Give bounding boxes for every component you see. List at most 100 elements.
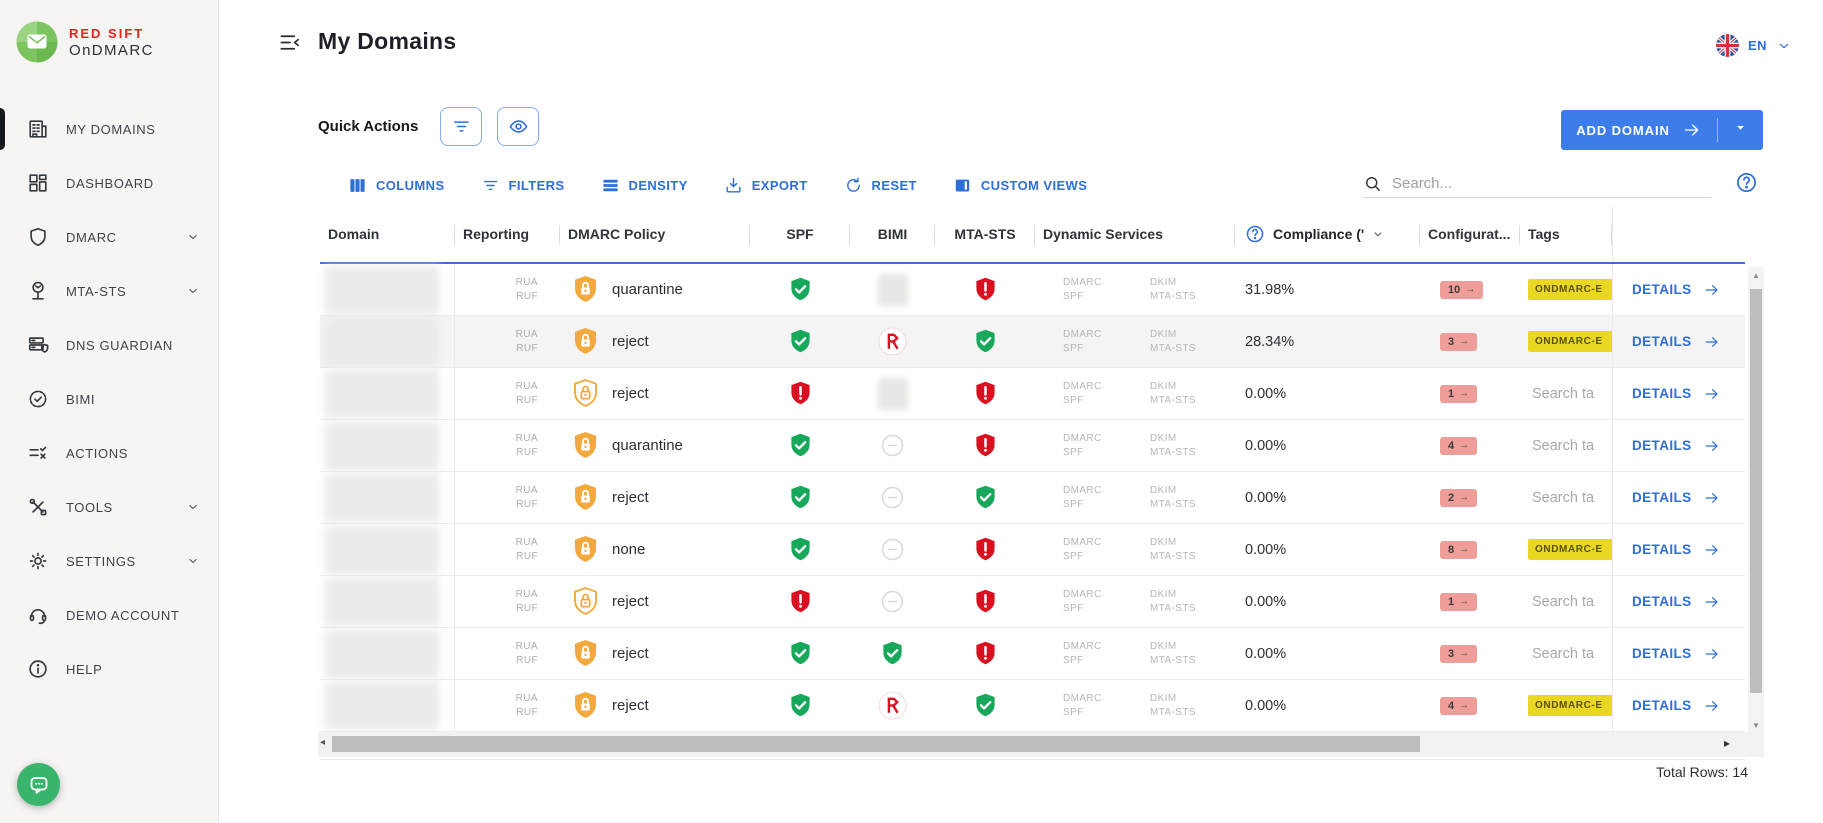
tag-search-placeholder[interactable]: Search ta: [1532, 645, 1595, 662]
table-row[interactable]: RUA RUF reject DMARC SPF DKIM MTA-STS 0.00% 1 → Se…: [320, 368, 1745, 420]
compliance-sort-chevron[interactable]: [1371, 227, 1385, 241]
column-header-label: BIMI: [877, 226, 908, 242]
details-link[interactable]: DETAILS: [1632, 594, 1721, 610]
table-row[interactable]: RUA RUF quarantine DMARC SPF DKIM MTA-STS 0.00%…: [320, 420, 1745, 472]
quick-view-button[interactable]: [497, 107, 539, 146]
config-badge[interactable]: 3 →: [1440, 644, 1478, 663]
details-link[interactable]: DETAILS: [1632, 334, 1721, 350]
scroll-up-arrow[interactable]: ▲: [1752, 271, 1760, 280]
table-row[interactable]: RUA RUF reject DMARC SPF DKIM MTA-STS 0.00% 2 → Se…: [320, 472, 1745, 524]
dynamic-services-group-1: DMARC SPF: [1063, 536, 1102, 562]
tag-chip[interactable]: ONDMARC-E: [1528, 331, 1612, 352]
sidebar-item-my-domains[interactable]: MY DOMAINS: [0, 102, 218, 156]
language-selector[interactable]: EN: [1716, 34, 1792, 57]
details-link[interactable]: DETAILS: [1632, 698, 1721, 714]
scroll-down-arrow[interactable]: ▼: [1752, 721, 1760, 730]
column-header-spf[interactable]: SPF: [750, 206, 850, 262]
toolbar-item-filters[interactable]: FILTERS: [481, 172, 565, 198]
table-row[interactable]: RUA RUF quarantine DMARC SPF DKIM MTA-STS 31.98…: [320, 264, 1745, 316]
brand[interactable]: RED SIFT OnDMARC: [15, 20, 154, 64]
config-badge[interactable]: 8 →: [1440, 540, 1478, 559]
sidebar-item-actions[interactable]: ACTIONS: [0, 426, 218, 480]
tag-chip[interactable]: ONDMARC-E: [1528, 539, 1612, 560]
quick-filter-button[interactable]: [440, 107, 482, 146]
dmarc-policy-cell: quarantine: [560, 264, 750, 315]
tag-search-placeholder[interactable]: Search ta: [1532, 385, 1595, 402]
reporting-label: RUA: [515, 276, 538, 288]
config-badge[interactable]: 1 →: [1440, 592, 1478, 611]
horizontal-scrollbar[interactable]: ◂ ▸: [318, 732, 1764, 757]
tags-cell: Search ta: [1520, 472, 1612, 523]
details-link[interactable]: DETAILS: [1632, 490, 1721, 506]
sidebar-item-tools[interactable]: TOOLS: [0, 480, 218, 534]
column-header-domain[interactable]: Domain: [320, 206, 455, 262]
dmarc-policy-cell: reject: [560, 628, 750, 679]
details-cell: DETAILS: [1612, 472, 1745, 523]
column-header-label: Tags: [1528, 226, 1560, 242]
dynamic-services-cell: DMARC SPF DKIM MTA-STS: [1035, 472, 1235, 523]
help-button[interactable]: [1734, 171, 1758, 195]
details-link[interactable]: DETAILS: [1632, 438, 1721, 454]
tag-search-placeholder[interactable]: Search ta: [1532, 437, 1595, 454]
config-badge[interactable]: 4 →: [1440, 436, 1478, 455]
config-badge[interactable]: 3 →: [1440, 332, 1478, 351]
config-badge[interactable]: 1 →: [1440, 384, 1478, 403]
scroll-left-arrow[interactable]: ◂: [320, 737, 326, 748]
add-domain-dropdown-toggle[interactable]: [1718, 110, 1763, 150]
sidebar-item-mta-sts[interactable]: MTA-STS: [0, 264, 218, 318]
tag-search-placeholder[interactable]: Search ta: [1532, 593, 1595, 610]
column-header-mta-sts[interactable]: MTA-STS: [935, 206, 1035, 262]
column-header-dmarc-policy[interactable]: DMARC Policy: [560, 206, 750, 262]
toolbar-item-density[interactable]: DENSITY: [601, 172, 688, 198]
details-link[interactable]: DETAILS: [1632, 386, 1721, 402]
add-domain-button[interactable]: ADD DOMAIN: [1561, 121, 1717, 139]
sidebar-item-settings[interactable]: SETTINGS: [0, 534, 218, 588]
toolbar-item-reset[interactable]: RESET: [844, 172, 917, 198]
config-badge[interactable]: 2 →: [1440, 488, 1478, 507]
search-input[interactable]: [1390, 174, 1711, 193]
toolbar-item-label: CUSTOM VIEWS: [980, 177, 1088, 193]
column-header-compliance[interactable]: Compliance (': [1235, 206, 1420, 262]
tag-chip[interactable]: ONDMARC-E: [1528, 695, 1612, 716]
config-badge[interactable]: 10 →: [1440, 280, 1484, 299]
mta-sts-status-icon-pass: [974, 328, 997, 355]
column-header-reporting[interactable]: Reporting: [455, 206, 560, 262]
table-row[interactable]: RUA RUF reject DMARC SPF DKIM MTA-STS 0.00% 3 → Se…: [320, 628, 1745, 680]
column-header-tags[interactable]: Tags: [1520, 206, 1612, 262]
toolbar-item-columns[interactable]: COLUMNS: [348, 172, 445, 198]
column-header-bimi[interactable]: BIMI: [850, 206, 935, 262]
table-row[interactable]: RUA RUF reject DMARC SPF DKIM MTA-STS 0.00% 1 → Se…: [320, 576, 1745, 628]
compliance-value: 0.00%: [1245, 645, 1287, 662]
sidebar-item-dashboard[interactable]: DASHBOARD: [0, 156, 218, 210]
export-icon: [724, 176, 743, 195]
toolbar-item-export[interactable]: EXPORT: [724, 172, 808, 198]
column-header-dynamic-services[interactable]: Dynamic Services: [1035, 206, 1235, 262]
scroll-right-arrow[interactable]: ▸: [1724, 736, 1731, 750]
horizontal-scrollbar-thumb[interactable]: [332, 736, 1420, 752]
details-link[interactable]: DETAILS: [1632, 646, 1721, 662]
details-link[interactable]: DETAILS: [1632, 542, 1721, 558]
dynamic-services-cell: DMARC SPF DKIM MTA-STS: [1035, 368, 1235, 419]
toolbar-item-custom-views[interactable]: CUSTOM VIEWS: [953, 172, 1087, 198]
config-badge[interactable]: 4 →: [1440, 696, 1478, 715]
mta-sts-status-cell: [935, 316, 1035, 367]
config-count: 1: [1448, 387, 1455, 400]
collapse-sidebar-button[interactable]: [276, 31, 304, 57]
column-header-configurat[interactable]: Configurat...: [1420, 206, 1520, 262]
tag-chip[interactable]: ONDMARC-E: [1528, 279, 1612, 300]
table-row[interactable]: RUA RUF none DMARC SPF DKIM MTA-STS 0.00% 8 → ONDM…: [320, 524, 1745, 576]
chat-launcher-button[interactable]: [17, 763, 60, 806]
compliance-help-icon[interactable]: [1245, 224, 1265, 244]
table-row[interactable]: RUA RUF reject DMARC SPF DKIM MTA-STS 0.00% 4 → ON…: [320, 680, 1745, 732]
details-link[interactable]: DETAILS: [1632, 282, 1721, 298]
sidebar-item-dns-guardian[interactable]: DNS GUARDIAN: [0, 318, 218, 372]
table-row[interactable]: RUA RUF reject DMARC SPF DKIM MTA-STS 28.34% 3 → O…: [320, 316, 1745, 368]
sidebar-item-bimi[interactable]: BIMI: [0, 372, 218, 426]
sidebar-item-help[interactable]: HELP: [0, 642, 218, 696]
tag-search-placeholder[interactable]: Search ta: [1532, 489, 1595, 506]
vertical-scrollbar[interactable]: ▲ ▼: [1748, 267, 1764, 735]
sidebar-item-dmarc[interactable]: DMARC: [0, 210, 218, 264]
vertical-scrollbar-thumb[interactable]: [1750, 289, 1762, 693]
sidebar-item-demo-account[interactable]: DEMO ACCOUNT: [0, 588, 218, 642]
reporting-cell: RUA RUF: [455, 264, 560, 315]
